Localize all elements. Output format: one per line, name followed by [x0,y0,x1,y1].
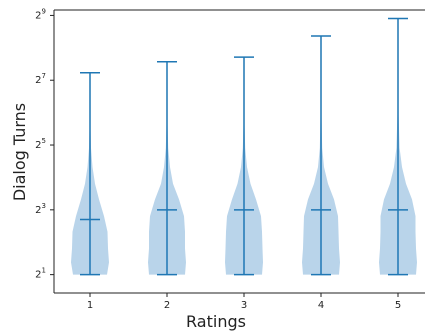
x-tick-label: 5 [395,300,401,311]
y-axis-ticks: 21 23 25 27 29 [35,7,54,281]
violin-stats-group [80,17,408,276]
x-axis-ticks: 1 2 3 4 5 [87,293,401,311]
x-tick-label: 3 [241,300,247,311]
x-tick-label: 1 [87,300,93,311]
y-tick-label: 27 [35,72,46,86]
y-axis-title: Dialog Turns [10,103,29,201]
x-tick-label: 4 [318,300,324,311]
y-tick-label: 21 [35,267,46,281]
x-axis-title: Ratings [186,312,246,331]
y-tick-label: 25 [35,137,46,151]
y-tick-label: 29 [35,7,46,21]
y-tick-label: 23 [35,202,46,216]
x-tick-label: 2 [164,300,170,311]
